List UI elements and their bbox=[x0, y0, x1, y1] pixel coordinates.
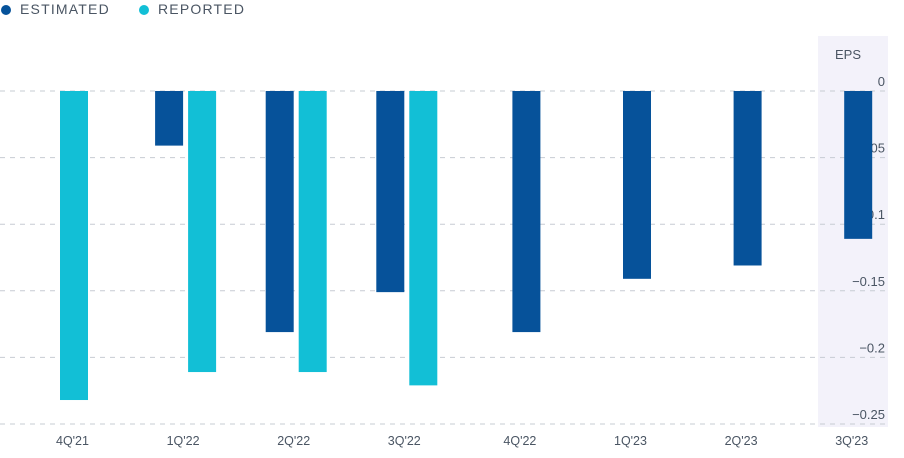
y-tick-label: −0.25 bbox=[852, 407, 885, 422]
x-tick-label: 2Q'22 bbox=[277, 434, 310, 448]
y-tick-label: 0 bbox=[878, 74, 885, 89]
x-tick-label: 3Q'22 bbox=[388, 434, 421, 448]
x-tick-label: 2Q'23 bbox=[725, 434, 758, 448]
y-tick-label: −0.2 bbox=[859, 340, 885, 355]
x-tick-label: 1Q'23 bbox=[614, 434, 647, 448]
legend-label-estimated: ESTIMATED bbox=[20, 1, 110, 17]
bar-estimated[interactable] bbox=[733, 91, 762, 266]
bar-reported[interactable] bbox=[298, 91, 327, 373]
bar-estimated[interactable] bbox=[512, 91, 541, 333]
gridlines bbox=[0, 90, 885, 425]
x-tick-label: 4Q'21 bbox=[56, 434, 89, 448]
y-tick-label: −0.15 bbox=[852, 274, 885, 289]
y-axis-title: EPS bbox=[835, 47, 861, 62]
x-tick-label: 4Q'22 bbox=[503, 434, 536, 448]
bar-reported[interactable] bbox=[60, 91, 88, 401]
x-tick-label: 3Q'23 bbox=[835, 434, 868, 448]
bar-estimated[interactable] bbox=[844, 91, 873, 239]
x-tick-labels: 4Q'21 1Q'22 2Q'22 3Q'22 4Q'22 1Q'23 2Q'23 3Q'23 bbox=[56, 434, 868, 448]
bars bbox=[60, 91, 873, 401]
bar-estimated[interactable] bbox=[623, 91, 651, 279]
legend-marker-reported bbox=[139, 5, 149, 15]
legend-item-estimated[interactable]: ESTIMATED bbox=[1, 1, 110, 17]
bar-estimated[interactable] bbox=[265, 91, 294, 333]
x-tick-label: 1Q'22 bbox=[167, 434, 200, 448]
legend-item-reported[interactable]: REPORTED bbox=[139, 1, 245, 17]
bar-reported[interactable] bbox=[188, 91, 217, 373]
bar-estimated[interactable] bbox=[376, 91, 405, 293]
bar-estimated[interactable] bbox=[155, 91, 184, 146]
legend-marker-estimated bbox=[1, 5, 11, 15]
bar-reported[interactable] bbox=[409, 91, 438, 386]
legend: ESTIMATED REPORTED bbox=[1, 1, 245, 17]
legend-label-reported: REPORTED bbox=[158, 1, 245, 17]
